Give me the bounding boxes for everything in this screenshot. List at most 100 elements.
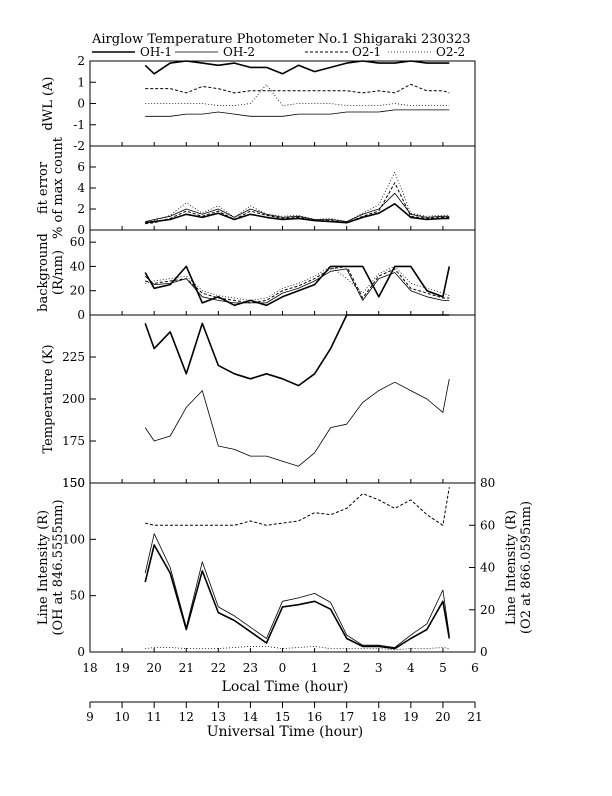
series-o2-1 (145, 487, 450, 526)
series-o2-2 (145, 646, 450, 651)
local-time-tick-label: 1 (311, 661, 319, 675)
y-tick-label: 2 (77, 54, 85, 68)
series-oh-1 (144, 544, 451, 650)
series-oh-1 (144, 265, 451, 307)
local-time-tick-label: 2 (343, 661, 351, 675)
series-o2-2 (145, 171, 450, 224)
y-right-tick-label: 80 (480, 476, 495, 490)
universal-time-tick-label: 15 (275, 710, 290, 724)
y-tick-label: 100 (62, 532, 85, 546)
y-tick-label: 60 (70, 235, 85, 249)
y-right-tick-label: 0 (480, 645, 488, 659)
y-tick-label: 6 (77, 160, 85, 174)
series-o2-2 (145, 84, 450, 106)
y-tick-label: 50 (70, 589, 85, 603)
y-tick-label: 2 (77, 202, 85, 216)
series-oh-2 (145, 109, 450, 117)
universal-time-tick-label: 9 (86, 710, 94, 724)
local-time-tick-label: 19 (114, 661, 129, 675)
y-right-axis-label-2: (O2 at 866.0595nm) (519, 501, 534, 634)
y-axis-label: fit error (36, 161, 51, 214)
series-oh-2 (145, 192, 450, 223)
chart-title: Airglow Temperature Photometer No.1 Shig… (91, 32, 471, 47)
local-time-tick-label: 23 (243, 661, 258, 675)
legend-label-o22: O2-2 (436, 45, 465, 59)
y-axis-label: Temperature (K) (41, 344, 56, 453)
series-oh-2 (144, 378, 450, 467)
local-time-label: Local Time (hour) (222, 679, 349, 695)
universal-time-axis: 9 10 11 12 13 14 15 16 17 18 19 20 21 (86, 701, 483, 724)
series-o2-1 (145, 83, 450, 94)
legend-label-o21: O2-1 (352, 45, 381, 59)
y-tick-label: -1 (73, 118, 85, 132)
y-right-tick-label: 40 (480, 561, 495, 575)
local-time-tick-label: 6 (471, 661, 479, 675)
local-time-tick-label: 22 (211, 661, 226, 675)
y-axis-label: background (36, 233, 51, 312)
local-time-tick-label: 20 (147, 661, 162, 675)
universal-time-tick-label: 20 (435, 710, 450, 724)
y-tick-label: 150 (62, 476, 85, 490)
local-time-tick-label: 4 (407, 661, 415, 675)
universal-time-tick-label: 17 (339, 710, 354, 724)
legend-label-oh1: OH-1 (140, 45, 172, 59)
series-oh-1 (144, 314, 450, 387)
y-axis-label-2: (R/nm) (51, 250, 66, 295)
panel-frame (89, 482, 476, 653)
panel-frame (89, 314, 476, 484)
y-tick-label: 40 (70, 259, 85, 273)
y-tick-label: 4 (77, 181, 85, 195)
universal-time-tick-label: 21 (467, 710, 482, 724)
local-time-tick-label: 21 (179, 661, 194, 675)
universal-time-tick-label: 16 (307, 710, 322, 724)
series-oh-1 (144, 60, 450, 75)
series-o2-2 (145, 265, 450, 301)
universal-time-tick-label: 12 (179, 710, 194, 724)
series-oh-2 (144, 533, 450, 648)
universal-time-tick-label: 10 (114, 710, 129, 724)
universal-time-label: Universal Time (hour) (207, 724, 364, 740)
series-o2-1 (145, 265, 450, 304)
panel-1: -2 -1 0 1 2 dWL (A) (41, 54, 476, 153)
y-right-axis-label: Line Intensity (R) (504, 510, 519, 625)
y-right-tick-label: 20 (480, 603, 495, 617)
universal-time-tick-label: 18 (371, 710, 386, 724)
local-time-tick-label: 0 (279, 661, 287, 675)
y-axis-label: dWL (A) (41, 77, 56, 131)
universal-time-tick-label: 13 (211, 710, 226, 724)
local-time-tick-label: 3 (375, 661, 383, 675)
universal-time-tick-label: 14 (243, 710, 259, 724)
panels: -2 -1 0 1 2 dWL (A) 0 2 4 6 fit error% of max coun… (36, 54, 534, 659)
y-tick-label: 0 (77, 645, 85, 659)
series-o2-1 (145, 182, 450, 225)
y-tick-label: 0 (77, 223, 85, 237)
panel-4: 150 175 200 225 Temperature (K) (41, 314, 476, 490)
y-axis-label: Line Intensity (R) (36, 510, 51, 625)
y-axis-label-2: % of max count (51, 136, 66, 239)
panel-2: 0 2 4 6 fit error% of max count (36, 136, 476, 239)
panel-frame (89, 229, 476, 316)
y-axis-label-2: (OH at 846.5555nm) (51, 499, 66, 635)
y-tick-label: 225 (62, 350, 85, 364)
local-time-tick-label: 18 (82, 661, 97, 675)
legend-label-oh2: OH-2 (223, 45, 255, 59)
y-tick-label: 150 (62, 476, 85, 490)
local-time-tick-label: 5 (439, 661, 447, 675)
y-tick-label: 200 (62, 392, 85, 406)
universal-time-tick-label: 19 (403, 710, 418, 724)
universal-time-tick-label: 11 (147, 710, 162, 724)
y-tick-label: 175 (62, 434, 85, 448)
y-right-tick-label: 60 (480, 518, 495, 532)
y-tick-label: 0 (77, 308, 85, 322)
local-time-axis: 18 19 20 21 22 23 0 1 2 3 4 5 6 (82, 661, 478, 675)
y-tick-label: 20 (70, 284, 85, 298)
y-tick-label: -2 (73, 139, 85, 153)
y-tick-label: 0 (77, 97, 85, 111)
panel-3: 0 20 40 60 background (R/nm) (36, 229, 476, 322)
series-oh-2 (144, 268, 450, 304)
y-tick-label: 1 (77, 75, 85, 89)
legend: OH-1 OH-2 O2-1 O2-2 (92, 45, 465, 59)
